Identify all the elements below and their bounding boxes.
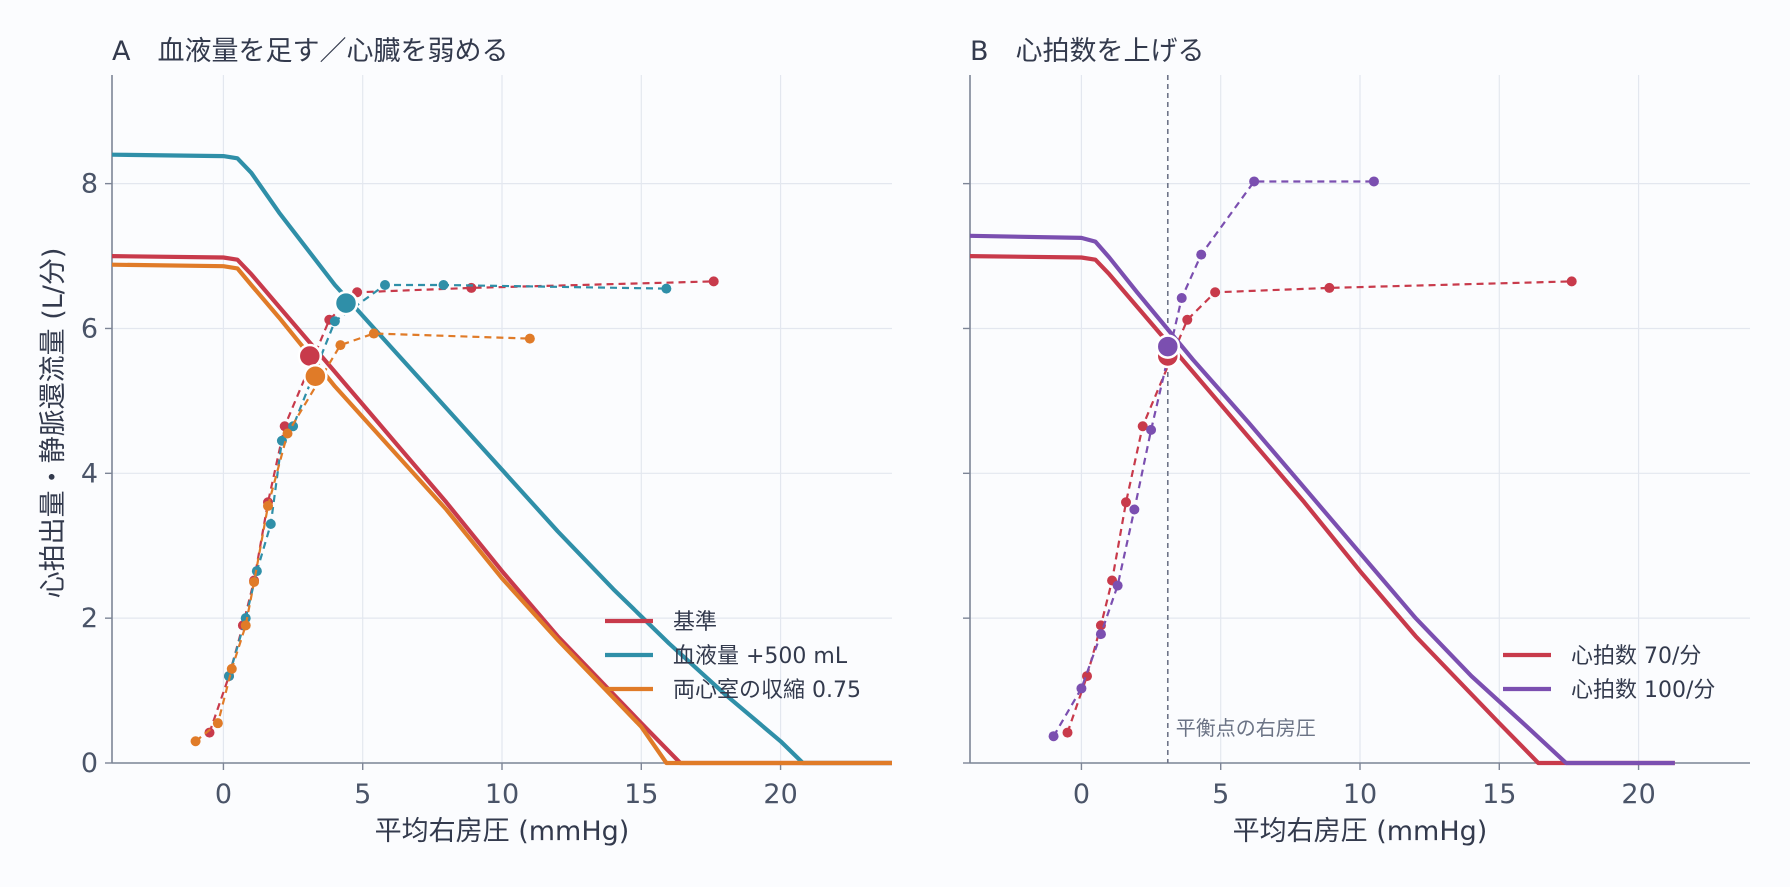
cardiac-output-point — [1095, 629, 1106, 640]
panel-a-marks — [111, 152, 892, 766]
cardiac-output-point — [524, 333, 535, 344]
cardiac-output-point — [249, 576, 260, 587]
y-tick-label: 6 — [81, 313, 98, 344]
x-tick-label: 5 — [354, 779, 371, 810]
cardiac-output-point — [335, 340, 346, 351]
venous-return-curve — [111, 152, 892, 766]
cardiac-output-point — [1210, 287, 1221, 298]
cardiac-output-curve — [194, 332, 530, 743]
cardiac-output-point — [380, 280, 390, 291]
x-tick-label: 0 — [1073, 779, 1090, 810]
venous-return-curve — [111, 262, 892, 766]
panel-b-grid — [970, 75, 1750, 764]
venous-return-curve — [969, 254, 1675, 766]
cardiac-output-point — [240, 613, 251, 624]
cardiac-output-curve — [227, 283, 667, 677]
equilibrium-pressure-annotation: 平衡点の右房圧 — [1176, 716, 1316, 740]
panel-a-title: A 血液量を足す／心臓を弱める — [112, 36, 508, 67]
cardiac-output-point — [1129, 504, 1140, 515]
x-tick-label: 10 — [1343, 779, 1377, 810]
cardiac-output-curve — [1066, 280, 1572, 733]
cardiac-output-point — [1324, 282, 1335, 293]
cardiac-output-point — [1566, 276, 1577, 287]
cardiac-output-point — [1112, 580, 1123, 591]
equilibrium-point — [1155, 334, 1181, 359]
equilibrium-point — [333, 290, 359, 316]
cardiac-output-point — [1121, 497, 1131, 508]
x-tick-label: 15 — [1482, 779, 1516, 810]
cardiac-output-curve — [208, 280, 714, 733]
cardiac-output-point — [282, 428, 293, 439]
y-tick-label: 4 — [81, 458, 98, 489]
legend-label: 心拍数 70/分 — [1571, 644, 1701, 669]
cardiac-output-point — [240, 620, 251, 631]
x-tick-label: 0 — [215, 779, 232, 810]
cardiac-output-point — [1182, 314, 1193, 325]
venous-return-curve — [111, 254, 892, 766]
panel-a-axes: 0 5 10 15 20 0 2 4 6 8 — [81, 75, 892, 810]
cardiac-output-point — [1137, 421, 1148, 432]
legend-label: 心拍数 100/分 — [1571, 678, 1715, 703]
cardiac-output-point — [438, 280, 449, 291]
cardiac-output-point — [1095, 620, 1106, 631]
panel-b-x-axis-label: 平均右房圧 (mmHg) — [1233, 816, 1488, 847]
equilibrium-point — [297, 343, 323, 369]
cardiac-output-point — [1146, 424, 1157, 435]
x-tick-label: 20 — [763, 779, 797, 810]
panel-a-y-axis-label: 心拍出量・静脈還流量 (L/分) — [38, 248, 69, 599]
cardiac-output-point — [368, 328, 379, 339]
panel-b: 0 5 10 15 20 平衡点の右房圧 B 心拍数を上げる 平均右房圧 (mmHg) … — [963, 36, 1750, 847]
panel-b-title: B 心拍数を上げる — [970, 36, 1205, 67]
cardiac-output-point — [1176, 293, 1187, 304]
cardiac-output-point — [1048, 731, 1059, 742]
legend-label: 基準 — [673, 610, 717, 635]
cardiac-output-point — [265, 519, 276, 530]
y-tick-label: 0 — [81, 748, 98, 779]
y-tick-label: 2 — [81, 603, 98, 634]
cardiac-output-point — [1062, 727, 1073, 738]
legend-label: 両心室の収縮 0.75 — [673, 678, 861, 703]
cardiac-output-point — [1368, 176, 1379, 187]
legend-label: 血液量 +500 mL — [673, 644, 848, 669]
cardiac-output-point — [263, 500, 273, 511]
cardiac-output-point — [226, 663, 237, 674]
cardiac-output-point — [708, 276, 719, 287]
panel-a: 0 5 10 15 20 0 2 4 6 8 A 血液量を足す／心臓を弱める 平均右房圧 (mmH… — [38, 36, 892, 847]
panel-a-x-axis-label: 平均右房圧 (mmHg) — [375, 816, 630, 847]
cardiac-output-point — [661, 283, 672, 294]
venous-return-curve — [969, 233, 1675, 766]
panel-b-marks: 平衡点の右房圧 — [969, 75, 1675, 766]
x-tick-label: 15 — [624, 779, 658, 810]
cardiac-output-point — [1076, 683, 1087, 694]
y-tick-label: 8 — [81, 169, 98, 200]
cardiac-output-point — [329, 316, 340, 327]
cardiac-output-point — [204, 727, 215, 738]
cardiac-output-point — [1196, 249, 1207, 260]
cardiac-output-point — [190, 736, 201, 747]
cardiac-output-point — [212, 718, 223, 729]
panel-b-axes: 0 5 10 15 20 — [963, 75, 1750, 810]
equilibrium-point — [303, 364, 328, 389]
x-tick-label: 5 — [1212, 779, 1229, 810]
cardiac-output-point — [1249, 176, 1260, 187]
x-tick-label: 20 — [1621, 779, 1655, 810]
x-tick-label: 10 — [485, 779, 519, 810]
cardiac-output-curve — [1052, 180, 1374, 737]
